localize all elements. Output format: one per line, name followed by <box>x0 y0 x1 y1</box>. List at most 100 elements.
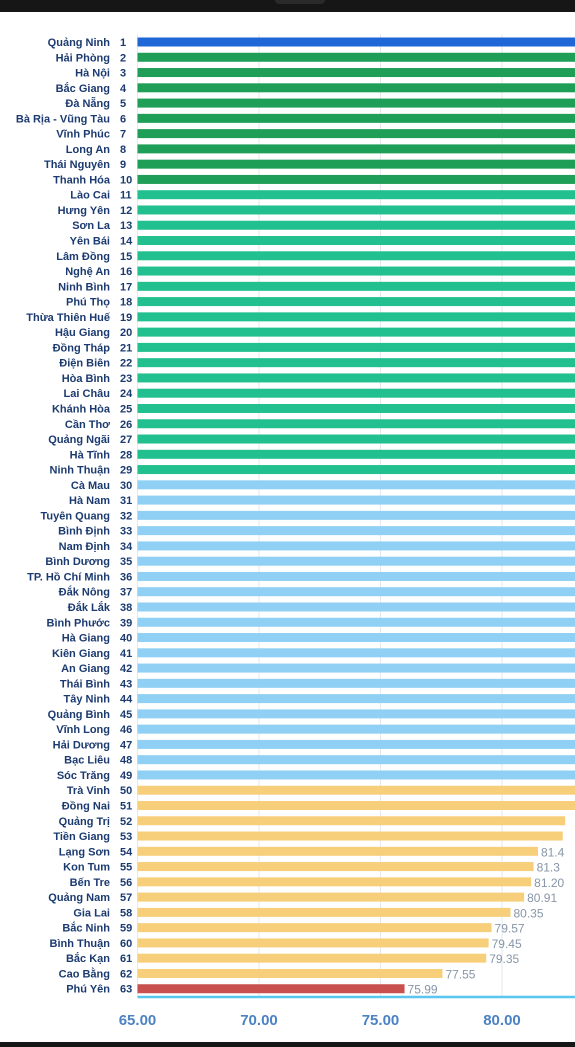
rank-label: 5 <box>120 98 126 110</box>
bar[interactable] <box>137 403 575 413</box>
province-label: Bình Dương <box>45 556 110 568</box>
province-label: Vĩnh Long <box>56 724 110 736</box>
bar[interactable] <box>137 297 575 307</box>
ranking-bar-chart: Quảng Ninh 1 Hải Phòng 2 Hà Nội 3 Bắc Giang 4 Đà… <box>16 34 575 1029</box>
bar[interactable] <box>137 648 575 658</box>
x-tick-label: 75.00 <box>362 1012 400 1029</box>
bar[interactable] <box>137 526 575 536</box>
bar[interactable] <box>137 663 575 673</box>
bar[interactable] <box>137 816 566 826</box>
bar[interactable] <box>137 785 575 795</box>
bar[interactable] <box>137 571 575 581</box>
bar[interactable] <box>137 113 575 123</box>
bar[interactable] <box>137 281 575 291</box>
value-label: 77.55 <box>445 967 475 981</box>
bar[interactable] <box>137 617 575 627</box>
province-label: Vĩnh Phúc <box>56 129 110 141</box>
bar[interactable] <box>137 846 538 856</box>
bar[interactable] <box>137 327 575 337</box>
province-label: Lào Cai <box>70 190 110 202</box>
bar[interactable] <box>137 801 575 810</box>
rank-label: 60 <box>120 938 132 950</box>
rank-label: 41 <box>120 648 132 660</box>
province-label: Điện Biên <box>59 358 110 370</box>
bar[interactable] <box>137 251 575 261</box>
bar[interactable] <box>137 83 575 93</box>
bar[interactable] <box>137 602 575 612</box>
province-label: Lai Châu <box>64 388 110 400</box>
province-label: Đồng Nai <box>62 801 110 813</box>
rank-label: 58 <box>120 907 132 919</box>
rank-label: 62 <box>120 968 132 980</box>
bar[interactable] <box>137 892 525 902</box>
rank-label: 49 <box>120 770 132 782</box>
bar[interactable] <box>137 556 575 566</box>
rank-label: 14 <box>120 236 133 248</box>
rank-label: 55 <box>120 862 132 874</box>
bar[interactable] <box>137 984 405 994</box>
bar[interactable] <box>137 37 575 47</box>
province-label: Ninh Thuận <box>50 465 111 477</box>
rank-label: 54 <box>120 846 133 858</box>
bar[interactable] <box>137 495 575 505</box>
bar[interactable] <box>137 174 575 184</box>
rank-label: 16 <box>120 266 132 278</box>
bar[interactable] <box>137 358 575 368</box>
bar[interactable] <box>137 388 575 398</box>
bar[interactable] <box>137 236 575 246</box>
bar[interactable] <box>137 755 575 765</box>
bar[interactable] <box>137 739 575 749</box>
bar[interactable] <box>137 449 575 459</box>
province-label: Đắk Lắk <box>68 601 111 614</box>
bar[interactable] <box>137 205 575 215</box>
province-label: Bạc Liêu <box>64 755 110 767</box>
province-label: Thái Bình <box>60 678 110 690</box>
bar[interactable] <box>137 678 575 688</box>
bar[interactable] <box>137 694 575 704</box>
rank-label: 59 <box>120 923 132 935</box>
rank-label: 46 <box>120 724 132 736</box>
bar[interactable] <box>137 190 575 200</box>
bar[interactable] <box>137 342 575 352</box>
bar[interactable] <box>137 587 575 597</box>
bar[interactable] <box>137 465 575 475</box>
bar[interactable] <box>137 770 575 780</box>
province-label: Cà Mau <box>71 480 110 492</box>
bar[interactable] <box>137 633 575 643</box>
bar[interactable] <box>137 419 575 429</box>
bar[interactable] <box>137 862 534 872</box>
bar[interactable] <box>137 434 575 444</box>
province-label: Yên Bái <box>70 236 110 248</box>
province-label: Quảng Trị <box>59 816 110 828</box>
bar[interactable] <box>137 541 575 551</box>
bar[interactable] <box>137 220 575 230</box>
bar[interactable] <box>137 312 575 322</box>
bar[interactable] <box>137 129 575 139</box>
province-label: Quảng Nam <box>48 892 110 904</box>
rank-label: 27 <box>120 434 132 446</box>
bar[interactable] <box>137 923 492 933</box>
value-label: 81.3 <box>537 861 561 875</box>
bar[interactable] <box>137 480 575 490</box>
bar[interactable] <box>137 159 575 169</box>
province-label: Hậu Giang <box>55 327 110 339</box>
rank-label: 20 <box>120 327 132 339</box>
bar[interactable] <box>137 510 575 520</box>
bar[interactable] <box>137 907 511 917</box>
bar[interactable] <box>137 953 487 963</box>
bar[interactable] <box>137 98 575 108</box>
bar[interactable] <box>137 266 575 276</box>
bar[interactable] <box>137 877 532 887</box>
bar[interactable] <box>137 938 489 948</box>
bar[interactable] <box>137 68 575 78</box>
bar[interactable] <box>137 52 575 62</box>
rank-label: 25 <box>120 403 132 415</box>
bar[interactable] <box>137 373 575 383</box>
bar[interactable] <box>137 709 575 719</box>
bar[interactable] <box>137 831 563 841</box>
province-label: Hà Giang <box>62 633 110 645</box>
bar[interactable] <box>137 724 575 734</box>
bar[interactable] <box>137 144 575 154</box>
bar[interactable] <box>137 968 443 978</box>
rank-label: 10 <box>120 174 132 186</box>
